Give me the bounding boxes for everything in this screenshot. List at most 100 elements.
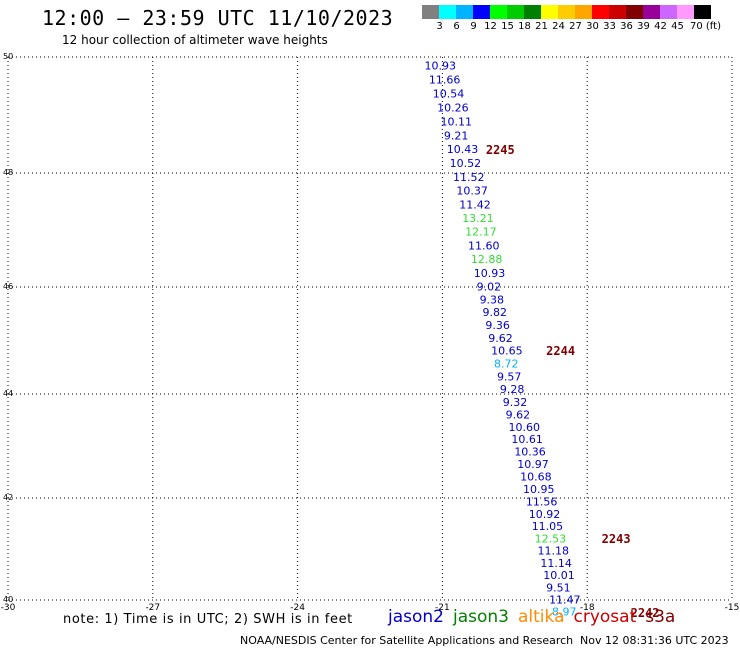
scale-swatch	[660, 5, 677, 19]
scale-label: 12	[484, 21, 497, 32]
swh-point-label: 10.37	[456, 185, 488, 198]
scale-label: 21	[535, 21, 548, 32]
swh-point-label: 12.17	[465, 226, 497, 239]
swh-point-label: 9.32	[503, 396, 528, 409]
scale-swatch	[490, 5, 507, 19]
legend-altika: altika	[518, 607, 565, 627]
footer-timestamp: Nov 12 08:31:36 UTC 2023	[580, 634, 729, 647]
scale-swatch	[507, 5, 524, 19]
swh-point-label: 11.14	[540, 557, 572, 570]
swh-point-label: 10.97	[517, 458, 549, 471]
y-tick-label: 46	[3, 282, 13, 291]
scale-label: 36	[620, 21, 633, 32]
y-tick-label: 50	[3, 52, 13, 61]
swh-point-label: 8.97	[552, 606, 577, 619]
scale-swatch	[558, 5, 575, 19]
pass-number-label: 2245	[486, 143, 515, 157]
swh-point-label: 11.18	[537, 545, 569, 558]
chart-title: 12:00 – 23:59 UTC 11/10/2023	[42, 6, 394, 30]
scale-label: 70 (ft)	[690, 21, 721, 32]
swh-point-label: 9.82	[482, 306, 507, 319]
scale-label: 39	[637, 21, 650, 32]
x-tick-label: -24	[290, 603, 305, 613]
swh-point-label: 10.54	[433, 88, 465, 101]
pass-number-label: 2243	[602, 532, 631, 546]
scale-label: 27	[569, 21, 582, 32]
swh-point-label: 9.36	[485, 319, 510, 332]
scale-label: 3	[436, 21, 443, 32]
swh-point-label: 11.66	[429, 74, 461, 87]
swh-point-label: 9.38	[480, 293, 505, 306]
scale-label: 24	[552, 21, 565, 32]
swh-point-label: 10.01	[543, 569, 575, 582]
swh-point-label: 10.92	[529, 508, 561, 521]
y-tick-label: 44	[3, 389, 13, 398]
swh-point-label: 11.05	[532, 520, 564, 533]
y-tick-label: 40	[3, 595, 13, 604]
scale-swatch	[677, 5, 694, 19]
scale-swatch	[626, 5, 643, 19]
scale-label: 30	[586, 21, 599, 32]
swh-point-label: 10.61	[511, 433, 543, 446]
legend-jason2: jason2	[388, 607, 444, 627]
color-scale-labels: 3 6 9 12 15 18 21 24 27 30 33 36 39 42 45 70 (ft)	[422, 21, 740, 35]
x-tick-label: -18	[580, 603, 595, 613]
scale-label: 33	[603, 21, 616, 32]
swh-point-label: 11.47	[549, 593, 581, 606]
swh-point-label: 11.42	[459, 198, 491, 211]
scale-label: 9	[470, 21, 477, 32]
swh-point-label: 8.72	[494, 358, 518, 371]
swh-point-label: 9.28	[500, 383, 525, 396]
legend-jason3: jason3	[453, 607, 509, 627]
swh-point-label: 9.51	[546, 581, 571, 594]
swh-point-label: 9.57	[497, 370, 522, 383]
scale-swatch	[473, 5, 490, 19]
swh-point-label: 9.62	[506, 408, 531, 421]
pass-number-label: 2244	[546, 344, 575, 358]
scale-swatch	[541, 5, 558, 19]
swh-point-label: 12.53	[535, 532, 567, 545]
scale-swatch	[694, 5, 711, 19]
color-scale-bar	[422, 5, 711, 19]
x-tick-label: -27	[145, 603, 160, 613]
swh-point-label: 10.43	[447, 143, 479, 156]
swh-point-label: 9.62	[488, 332, 512, 345]
x-tick-label: -21	[435, 603, 450, 613]
swh-point-label: 13.21	[462, 212, 494, 225]
scale-swatch	[524, 5, 541, 19]
swh-point-label: 9.21	[444, 129, 469, 142]
footer-credit: NOAA/NESDIS Center for Satellite Applica…	[240, 634, 574, 647]
swh-point-label: 11.60	[468, 239, 500, 252]
y-tick-label: 48	[3, 168, 13, 177]
scale-swatch	[643, 5, 660, 19]
scale-label: 45	[671, 21, 684, 32]
scale-swatch	[422, 5, 439, 19]
satellite-legend: jason2 jason3 altika cryosat s3a	[388, 607, 684, 627]
swh-point-label: 9.02	[477, 280, 502, 293]
swh-point-label: 10.26	[437, 101, 469, 114]
swh-point-label: 10.52	[450, 157, 482, 170]
scale-swatch	[575, 5, 592, 19]
units-note: note: 1) Time is in UTC; 2) SWH is in fe…	[63, 612, 353, 627]
x-tick-label: -30	[1, 603, 16, 613]
swh-point-label: 10.95	[523, 483, 555, 496]
swh-point-label: 10.11	[440, 115, 472, 128]
swh-point-label: 10.65	[491, 345, 522, 358]
scale-swatch	[592, 5, 609, 19]
swh-point-label: 10.93	[425, 60, 457, 73]
swh-point-label: 10.60	[509, 421, 541, 434]
scale-swatch	[609, 5, 626, 19]
legend-s3a: s3a	[645, 607, 676, 627]
swh-point-label: 10.36	[514, 446, 546, 459]
swh-point-label: 11.52	[453, 171, 485, 184]
scale-label: 15	[501, 21, 514, 32]
pass-number-label: 2242	[631, 606, 660, 620]
scale-swatch	[456, 5, 473, 19]
x-tick-label: -15	[725, 603, 740, 613]
scale-label: 18	[518, 21, 531, 32]
swh-point-label: 10.68	[520, 471, 552, 484]
swh-point-label: 12.88	[471, 253, 503, 266]
swh-point-label: 10.93	[474, 267, 506, 280]
y-tick-label: 42	[3, 493, 13, 502]
